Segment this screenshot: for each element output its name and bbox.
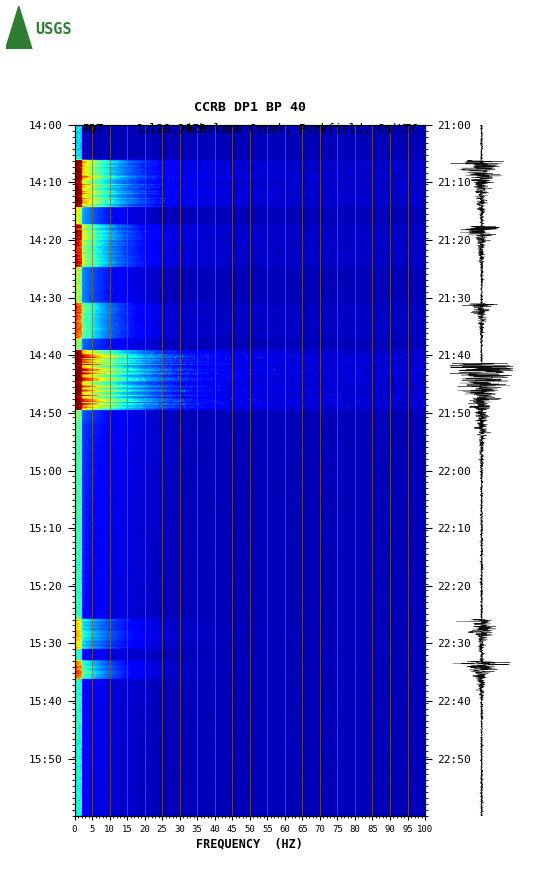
Text: Jul28,2020: Jul28,2020 [135, 123, 206, 136]
Text: PDT: PDT [83, 123, 104, 136]
Text: USGS: USGS [35, 22, 72, 37]
Text: CCRB DP1 BP 40: CCRB DP1 BP 40 [194, 101, 305, 114]
X-axis label: FREQUENCY  (HZ): FREQUENCY (HZ) [197, 837, 303, 850]
Polygon shape [6, 6, 32, 49]
Text: UTC: UTC [397, 123, 419, 136]
Text: (Cholame Creek, Parkfield, Ca): (Cholame Creek, Parkfield, Ca) [185, 123, 399, 136]
